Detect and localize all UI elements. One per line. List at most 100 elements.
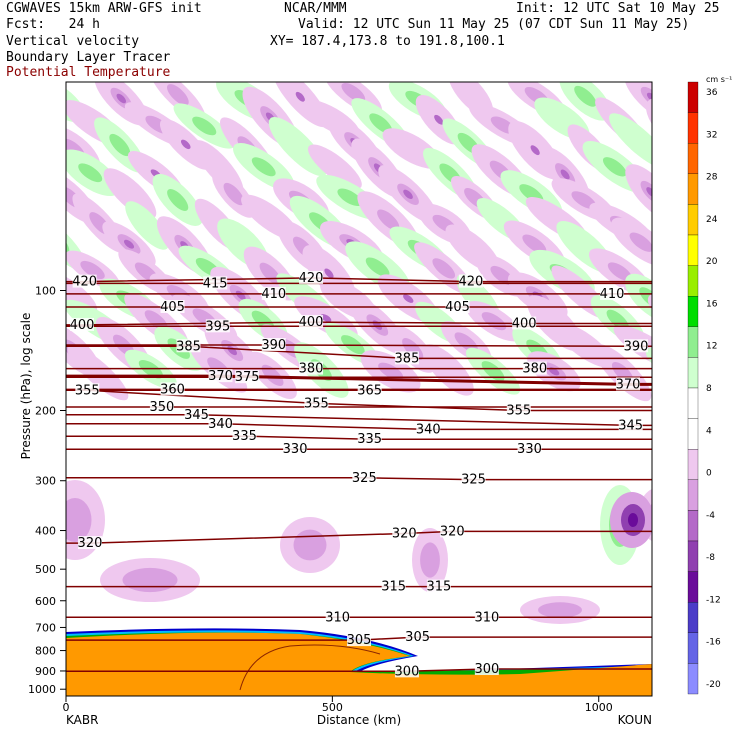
colorbar-swatch — [687, 663, 699, 695]
colorbar-swatch — [687, 571, 699, 603]
upward-motion-cell — [268, 117, 328, 177]
downward-motion-cell — [610, 492, 652, 548]
colorbar-tick-label: 28 — [706, 173, 718, 183]
y-tick-label: 800 — [35, 645, 56, 658]
colorbar-swatch — [687, 296, 699, 327]
contour-label-bg — [203, 276, 228, 290]
velocity-contour — [629, 232, 652, 252]
x-tick-label: 500 — [322, 701, 343, 714]
contour-label-bg — [232, 429, 257, 443]
velocity-contour — [324, 268, 334, 279]
contour-label-bg — [208, 369, 233, 383]
velocity-contour — [66, 498, 92, 542]
velocity-contour — [655, 108, 683, 137]
contour-label: 400 — [70, 318, 95, 333]
colorbar-tick-label: 20 — [706, 257, 718, 267]
downward-motion-cell — [103, 168, 157, 220]
colorbar-swatch — [687, 112, 699, 144]
colorbar-tick-label: -8 — [706, 553, 715, 563]
colorbar: -20 -16 -12 -8 -4 0 4 8 12 16 20 24 28 32 36 — [687, 81, 721, 695]
colorbar-tick-label: 12 — [706, 342, 717, 352]
velocity-contour — [337, 188, 363, 207]
contour-label: 405 — [160, 300, 185, 315]
theta-contour-335 — [66, 435, 652, 440]
contour-label-bg — [325, 610, 350, 624]
right-endpoint-label: KOUN — [618, 713, 652, 727]
contour-label-bg — [184, 407, 209, 421]
colorbar-tick-label: -16 — [706, 638, 721, 648]
upward-motion-cell — [152, 174, 203, 226]
contour-label-bg — [392, 526, 417, 540]
colorbar-swatch — [687, 204, 699, 236]
y-axis-title: Pressure (hPa), log scale — [19, 313, 33, 460]
contour-label: 390 — [624, 339, 649, 354]
contour-label: 380 — [299, 362, 324, 377]
contour-label-bg — [458, 274, 483, 288]
velocity-contour — [78, 163, 103, 183]
contour-label: 420 — [458, 275, 483, 290]
velocity-contour — [268, 117, 328, 177]
upward-motion-cell — [66, 149, 120, 197]
contour-label: 340 — [416, 422, 441, 437]
x-tick-label: 1000 — [585, 701, 613, 714]
velocity-contour — [295, 91, 305, 102]
organization-label: NCAR/MMM — [284, 1, 347, 16]
colorbar-tick-label: 0 — [706, 469, 712, 479]
contour-label: 330 — [283, 442, 308, 457]
forecast-hour: Fcst: 24 h — [6, 17, 100, 32]
colorbar-tick-label: -4 — [706, 511, 715, 521]
velocity-contour — [251, 157, 276, 177]
contour-label-bg — [381, 579, 406, 593]
contour-label-bg — [352, 470, 377, 484]
colorbar-swatch — [687, 602, 699, 633]
contour-label-bg — [347, 633, 371, 647]
field-potential-temperature: Potential Temperature — [6, 65, 171, 80]
contour-label-bg — [394, 351, 419, 365]
tracer-contour — [239, 644, 381, 691]
velocity-contour — [103, 168, 157, 220]
velocity-contour — [369, 113, 393, 134]
velocity-contour — [606, 309, 629, 331]
velocity-contour — [434, 114, 444, 125]
plot-frame — [65, 81, 653, 697]
contour-label-bg — [357, 383, 382, 397]
velocity-contour — [235, 290, 246, 300]
downward-motion-cell — [625, 164, 652, 220]
velocity-contour — [116, 93, 127, 104]
contour-label: 370 — [208, 369, 233, 384]
colorbar-tick-label: 24 — [706, 215, 718, 225]
colorbar-tick-label: 36 — [706, 88, 718, 98]
upward-motion-cell — [609, 113, 652, 169]
axes: 100 200 300 400 500 600 700 800 900 1000 0 500 1000 — [28, 284, 613, 714]
contour-label-bg — [77, 536, 102, 550]
potential-temperature-labels: 420 420 420 415 410 410 405 405 400 400 400 395 390 3… — [70, 270, 649, 679]
contour-label-bg — [176, 339, 201, 353]
velocity-contour — [223, 182, 245, 206]
contour-label: 410 — [600, 287, 625, 302]
contour-label: 345 — [618, 418, 643, 433]
contour-label-bg — [149, 400, 174, 414]
colorbar-unit: cm s⁻¹ — [706, 75, 732, 84]
theta-contour-305 — [66, 636, 652, 641]
velocity-contour — [420, 542, 440, 578]
contour-label: 385 — [176, 339, 201, 354]
colorbar-swatch — [687, 510, 699, 542]
colorbar-tick-label: 16 — [706, 299, 718, 309]
x-tick-label: 0 — [63, 701, 70, 714]
colorbar-swatch — [687, 479, 699, 511]
valid-time: Valid: 12 UTC Sun 11 May 25 (07 CDT Sun … — [298, 17, 690, 32]
contour-label: 320 — [440, 524, 465, 539]
contour-label: 400 — [512, 316, 537, 331]
colorbar-swatch — [687, 357, 699, 389]
colorbar-swatch — [687, 540, 699, 572]
velocity-contour — [628, 513, 638, 527]
contour-label-bg — [304, 396, 329, 410]
colorbar-swatch — [687, 632, 699, 664]
downward-motion-cell — [248, 351, 297, 399]
contour-label-bg — [445, 299, 470, 313]
contour-label: 300 — [474, 662, 499, 677]
velocity-contour — [307, 144, 362, 190]
contour-label: 330 — [517, 442, 542, 457]
velocity-contour — [560, 169, 570, 180]
